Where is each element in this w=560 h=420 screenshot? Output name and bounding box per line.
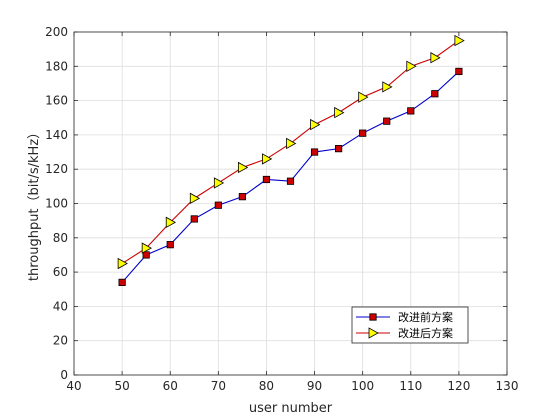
series-2-point	[262, 153, 273, 165]
x-tick-label: 50	[114, 379, 129, 393]
series-1-point	[310, 148, 319, 156]
x-tick-label: 130	[496, 379, 519, 393]
y-tick-label: 100	[45, 197, 68, 211]
series-1-point	[407, 107, 415, 115]
series-1-point	[166, 241, 174, 249]
series-1-point	[359, 129, 367, 137]
series-2-point	[213, 177, 225, 189]
y-tick-label: 60	[53, 265, 68, 279]
series-2-point	[237, 161, 249, 174]
series-1-point	[335, 145, 343, 153]
series-2-point	[430, 52, 441, 64]
y-tick-label: 180	[45, 59, 68, 73]
series-1-point	[214, 201, 222, 209]
y-tick-label: 40	[53, 299, 68, 313]
legend-label: 改进后方案	[398, 326, 453, 340]
series-2-point	[358, 91, 369, 103]
y-axis-label: throughput（bit/s/kHz）	[27, 126, 42, 281]
series-2-point	[382, 81, 393, 93]
x-axis-label: user number	[249, 401, 333, 416]
plot-area: 40 50 60 70 80 90 100 110 120 130 0 20 40 60 80 100 120 1…	[45, 25, 518, 393]
series-1	[118, 67, 463, 286]
y-tick-label: 80	[53, 231, 68, 245]
x-tick-label: 100	[351, 379, 374, 393]
legend-entry-1: 改进前方案	[356, 310, 453, 324]
x-tick-label: 120	[447, 379, 470, 393]
series-2-point	[141, 242, 152, 254]
legend-marker	[368, 327, 379, 339]
series-2-point	[286, 137, 297, 150]
series-layer	[117, 34, 465, 286]
y-tick-label: 120	[45, 162, 68, 176]
series-2-point	[117, 257, 128, 270]
series-2-point	[454, 34, 465, 47]
series-1-point	[262, 175, 271, 184]
y-tick-label: 20	[53, 334, 68, 348]
series-1-point	[431, 90, 439, 98]
x-tick-label: 110	[399, 379, 422, 393]
series-2-point	[310, 118, 321, 131]
x-tick-label: 40	[66, 379, 81, 393]
axis-ticks: 40 50 60 70 80 90 100 110 120 130 0 20 40 60 80 100 120 1…	[45, 25, 518, 393]
legend-label: 改进前方案	[398, 310, 453, 324]
x-tick-label: 90	[307, 379, 322, 393]
y-tick-label: 140	[45, 128, 68, 142]
series-1-point	[383, 117, 391, 125]
series-1-point	[238, 193, 246, 201]
legend-entry-2: 改进后方案	[356, 326, 453, 340]
series-1-point	[286, 177, 295, 185]
y-tick-label: 0	[60, 368, 68, 382]
series-2-point	[165, 216, 177, 229]
series-2-point	[334, 106, 345, 119]
series-1-point	[190, 215, 198, 223]
series-1-point	[142, 251, 150, 259]
legend-marker	[369, 313, 377, 321]
series-1-point	[455, 67, 463, 76]
series-2-point	[189, 192, 201, 205]
series-2-point	[406, 60, 417, 72]
series-2	[117, 34, 465, 270]
x-tick-label: 70	[211, 379, 226, 393]
series-1-point	[118, 278, 126, 286]
x-tick-label: 60	[163, 379, 178, 393]
y-tick-label: 160	[45, 94, 68, 108]
x-tick-label: 80	[259, 379, 274, 393]
y-tick-label: 200	[45, 25, 68, 39]
